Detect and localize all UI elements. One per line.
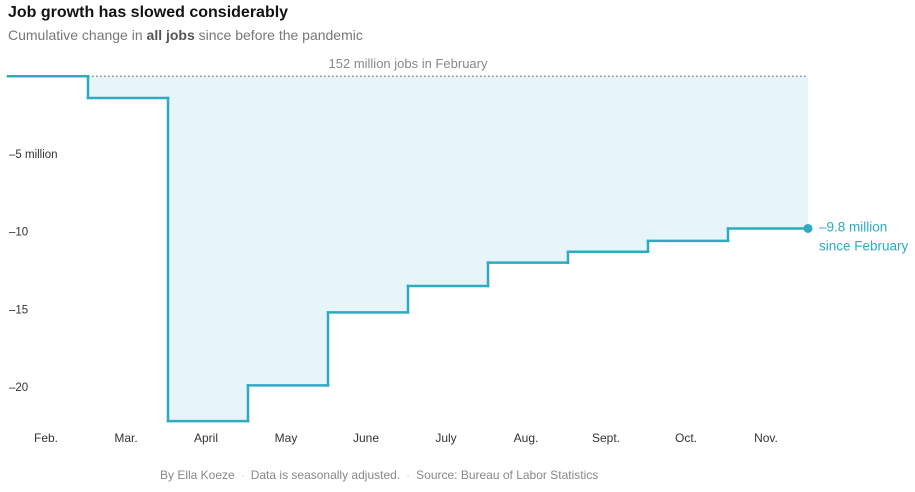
area-fill bbox=[8, 76, 808, 422]
byline: By Ella Koeze bbox=[160, 468, 235, 482]
y-tick-label: –20 bbox=[9, 382, 28, 394]
chart-subtitle: Cumulative change in all jobs since befo… bbox=[8, 27, 363, 43]
data-source: Source: Bureau of Labor Statistics bbox=[416, 468, 599, 482]
x-tick-label: June bbox=[353, 431, 379, 445]
subtitle-suffix: since before the pandemic bbox=[194, 27, 363, 43]
x-tick-label: May bbox=[275, 431, 298, 445]
subtitle-prefix: Cumulative change in bbox=[8, 27, 147, 43]
end-value-sublabel: since February bbox=[819, 238, 909, 253]
end-value-label: –9.8 million bbox=[819, 219, 887, 234]
x-tick-label: July bbox=[435, 431, 456, 445]
x-tick-label: Feb. bbox=[34, 431, 58, 445]
x-tick-label: Mar. bbox=[114, 431, 137, 445]
y-tick-label: –15 bbox=[9, 304, 28, 316]
x-tick-label: Oct. bbox=[675, 431, 697, 445]
data-note: Data is seasonally adjusted. bbox=[250, 468, 401, 482]
footer-separator: · bbox=[240, 468, 245, 482]
x-tick-label: Nov. bbox=[754, 431, 778, 445]
subtitle-emphasis: all jobs bbox=[146, 27, 195, 43]
y-tick-label: –10 bbox=[9, 227, 28, 239]
chart-footer: By Ella Koeze · Data is seasonally adjuste… bbox=[160, 468, 598, 482]
baseline-label: 152 million jobs in February bbox=[329, 56, 488, 71]
x-tick-label: Sept. bbox=[592, 431, 620, 445]
end-point bbox=[803, 223, 813, 233]
y-tick-label: –5 million bbox=[9, 149, 58, 161]
x-tick-label: Aug. bbox=[514, 431, 539, 445]
x-tick-label: April bbox=[194, 431, 218, 445]
chart-title: Job growth has slowed considerably bbox=[8, 4, 289, 21]
footer-separator: · bbox=[406, 468, 411, 482]
